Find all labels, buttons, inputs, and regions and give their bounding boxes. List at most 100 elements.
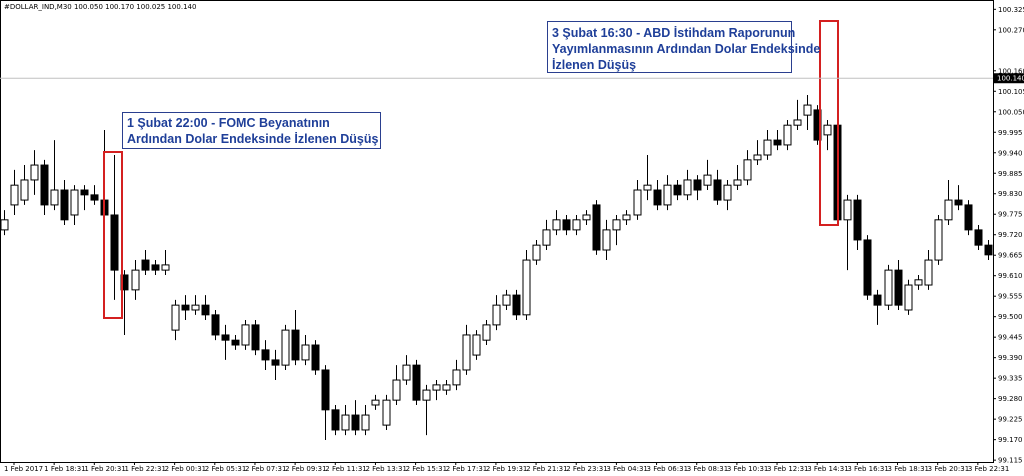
candle-body (291, 329, 300, 361)
candle-body (412, 364, 421, 401)
y-tick-label: 99.775 (998, 211, 1023, 219)
candle-body (181, 304, 190, 311)
y-tick-label: 99.280 (998, 395, 1023, 403)
candle-body (221, 334, 230, 341)
candle-body (743, 159, 752, 181)
candle-body (110, 214, 119, 271)
candle-body (50, 189, 59, 206)
candle-body (793, 119, 802, 126)
y-tick-label: 99.830 (998, 190, 1023, 198)
annotation-text: 3 Şubat 16:30 - ABD İstihdam Raporunun (552, 25, 795, 40)
candle-body (301, 344, 310, 361)
candle-body (873, 294, 882, 306)
candle-body (783, 124, 792, 146)
candle-body (452, 369, 461, 386)
candle-body (954, 199, 963, 206)
candle-body (502, 294, 511, 306)
candle-body (462, 334, 471, 371)
x-tick-label: 2 Feb 11:31 (325, 465, 366, 473)
y-tick-label: 100.105 (998, 88, 1024, 96)
candle-body (402, 364, 411, 381)
candle-body (643, 184, 652, 191)
y-tick-label: 99.885 (998, 170, 1023, 178)
candle-body (20, 179, 29, 201)
candle-body (693, 179, 702, 191)
candle-body (472, 334, 481, 356)
y-tick-label: 99.170 (998, 436, 1023, 444)
current-price-label: 100.140 (997, 75, 1024, 83)
candle-body (141, 259, 150, 271)
candle-body (894, 269, 903, 306)
candle-body (853, 199, 862, 241)
candle-body (131, 269, 140, 291)
candle-body (622, 214, 631, 221)
y-tick-label: 99.940 (998, 149, 1023, 157)
candle-body (592, 204, 601, 251)
candle-body (572, 219, 581, 231)
current-price-flag (994, 73, 1024, 84)
candle-body (191, 304, 200, 311)
candle-body (582, 214, 591, 221)
y-tick-label: 99.995 (998, 129, 1023, 137)
x-tick-label: 2 Feb 21:31 (526, 465, 567, 473)
candle-body (823, 124, 832, 136)
candle-body (10, 184, 19, 206)
candle-body (40, 164, 49, 206)
highlight-box (103, 151, 123, 319)
x-tick-label: 3 Feb 22:31 (968, 465, 1009, 473)
y-tick-label: 99.500 (998, 313, 1023, 321)
annotation-text: İzlenen Düşüş (552, 57, 636, 72)
candle-body (151, 264, 160, 271)
candle-body (281, 329, 290, 366)
annotation-text: Yayımlanmasının Ardından Dolar Endeksind… (552, 42, 820, 56)
candle-body (30, 164, 39, 181)
x-tick-label: 2 Feb 15:31 (406, 465, 447, 473)
candle-body (361, 414, 370, 431)
y-tick-label: 99.115 (998, 457, 1023, 465)
chart-header: #DOLLAR_IND,M30 100.050 100.170 100.025 … (4, 3, 196, 11)
candle-body (653, 189, 662, 206)
candle-body (863, 239, 872, 296)
candle-body (904, 284, 913, 311)
candles (0, 24, 993, 441)
candle-body (633, 189, 642, 216)
candle-body (432, 384, 441, 391)
x-tick-label: 1 Feb 18:31 (44, 465, 85, 473)
y-tick-label: 99.335 (998, 375, 1023, 383)
x-tick-label: 3 Feb 10:31 (727, 465, 768, 473)
candle-body (602, 229, 611, 251)
candle-body (934, 219, 943, 261)
candle-body (351, 414, 360, 431)
x-tick-label: 2 Feb 13:31 (365, 465, 406, 473)
x-tick-label: 3 Feb 20:31 (928, 465, 969, 473)
x-tick-label: 3 Feb 08:31 (687, 465, 728, 473)
candle-body (341, 414, 350, 431)
candle-body (382, 399, 391, 426)
candle-body (522, 259, 531, 316)
candle-body (422, 389, 431, 401)
highlight-box (819, 20, 839, 226)
candle-body (612, 219, 621, 231)
y-tick-label: 100.325 (998, 6, 1024, 14)
x-tick-label: 3 Feb 06:31 (647, 465, 688, 473)
candle-body (211, 314, 220, 336)
y-tick-label: 99.555 (998, 293, 1023, 301)
candle-body (271, 359, 280, 366)
candle-body (663, 184, 672, 206)
candle-body (683, 179, 692, 196)
y-tick-label: 99.610 (998, 272, 1023, 280)
candle-body (984, 244, 993, 256)
candle-body (492, 304, 501, 326)
candle-body (171, 304, 180, 331)
candle-body (201, 304, 210, 316)
candle-body (843, 199, 852, 221)
x-tick-label: 2 Feb 07:31 (245, 465, 286, 473)
x-tick-label: 2 Feb 17:31 (446, 465, 487, 473)
candle-body (442, 384, 451, 391)
annotation-text: 1 Şubat 22:00 - FOMC Beyanatının (127, 116, 330, 130)
annotations: 1 Şubat 22:00 - FOMC BeyanatınınArdından… (127, 25, 820, 146)
candle-body (803, 104, 812, 116)
candle-body (552, 219, 561, 231)
